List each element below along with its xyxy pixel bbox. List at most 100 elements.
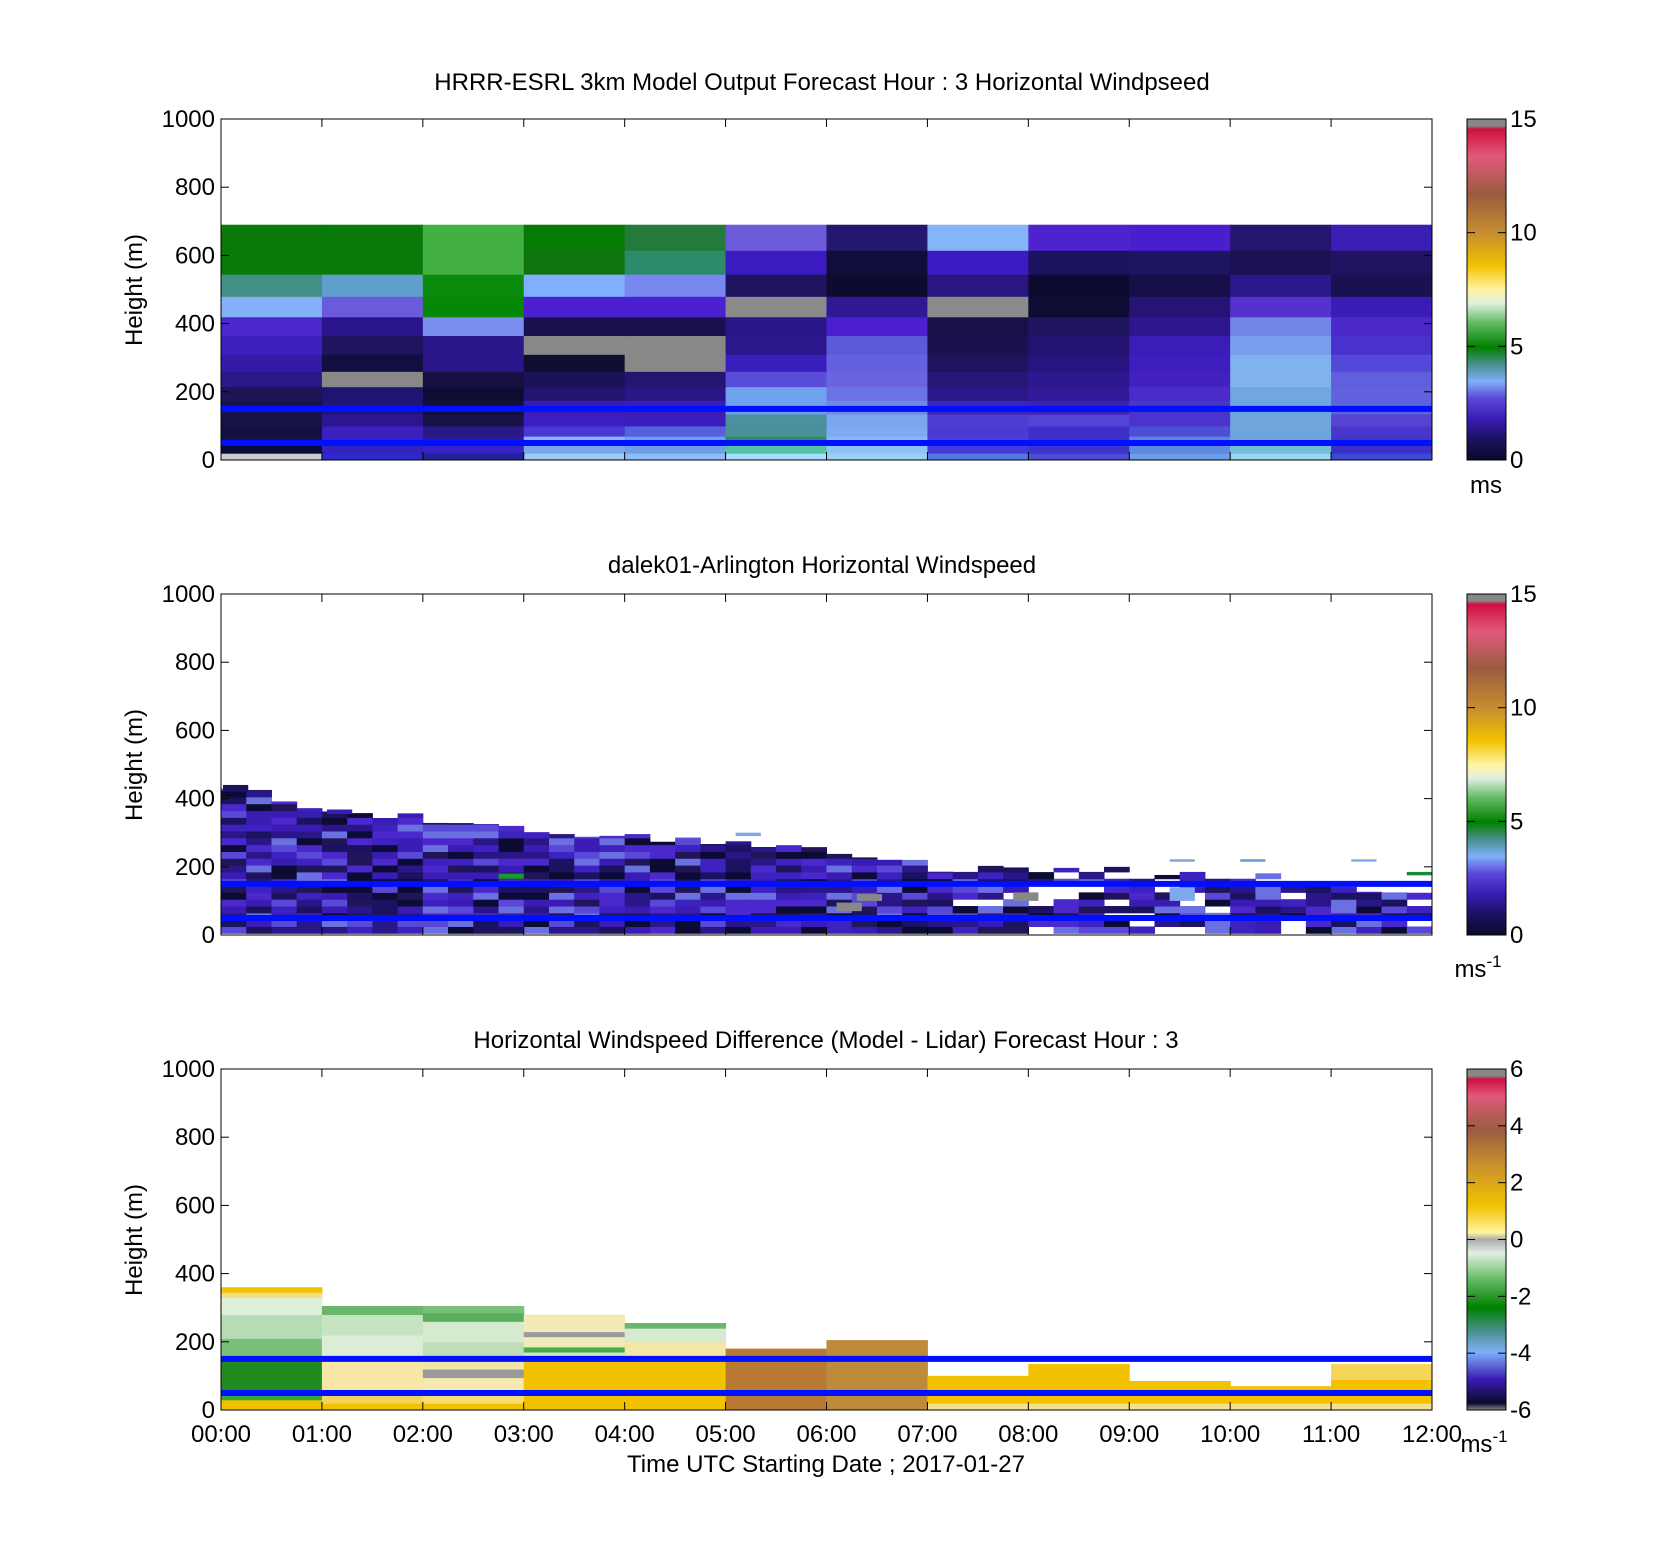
y-tick-label: 400 bbox=[175, 1261, 215, 1288]
heatmap-cell bbox=[271, 851, 298, 859]
heatmap-cell bbox=[422, 316, 525, 337]
heatmap-cell bbox=[1104, 906, 1130, 914]
heatmap-cell bbox=[624, 413, 727, 427]
heatmap-cell-accent bbox=[1406, 871, 1432, 876]
heatmap-cell bbox=[624, 371, 727, 388]
colorbar-tick-label: -6 bbox=[1510, 1397, 1531, 1424]
heatmap-cell bbox=[1230, 413, 1332, 427]
heatmap-cell bbox=[1028, 224, 1130, 251]
heatmap-cell bbox=[1028, 453, 1130, 461]
heatmap-cell bbox=[826, 371, 928, 388]
heatmap-cell bbox=[776, 892, 802, 900]
heatmap-cell bbox=[422, 371, 525, 388]
y-tick-label: 200 bbox=[175, 854, 215, 881]
heatmap-cell bbox=[1381, 899, 1408, 907]
heatmap-cell bbox=[422, 885, 449, 893]
heatmap-cell bbox=[1129, 1403, 1231, 1411]
heatmap-cell bbox=[523, 885, 550, 893]
heatmap-cell bbox=[473, 824, 500, 825]
heatmap-cell bbox=[801, 919, 827, 927]
heatmap-cell bbox=[599, 919, 626, 927]
heatmap-cell bbox=[1230, 892, 1256, 900]
heatmap-cell bbox=[1129, 444, 1231, 454]
heatmap-cell bbox=[246, 885, 272, 893]
y-tick-label: 600 bbox=[175, 1192, 215, 1219]
heatmap-cell bbox=[221, 224, 323, 251]
heatmap-cell bbox=[422, 824, 449, 832]
heatmap-cell bbox=[271, 844, 298, 852]
heatmap-cell bbox=[246, 919, 272, 927]
y-tick-label: 600 bbox=[175, 717, 215, 744]
heatmap-cell bbox=[221, 296, 323, 318]
panel-lidar-x-ticks bbox=[220, 594, 1433, 935]
heatmap-cell bbox=[296, 858, 323, 866]
heatmap-cell bbox=[397, 851, 424, 859]
heatmap-cell bbox=[523, 1358, 626, 1404]
heatmap-cell bbox=[372, 871, 399, 880]
heatmap-cell bbox=[1204, 885, 1231, 893]
heatmap-cell bbox=[624, 1341, 727, 1360]
heatmap-cell bbox=[776, 899, 802, 907]
colorbar-tick-label: 6 bbox=[1510, 1056, 1523, 1083]
heatmap-cell bbox=[548, 871, 575, 880]
heatmap-cell bbox=[372, 817, 399, 825]
heatmap-cell bbox=[1028, 906, 1055, 914]
heatmap-cell bbox=[1129, 250, 1231, 275]
heatmap-cell bbox=[221, 1297, 323, 1316]
heatmap-cell bbox=[296, 810, 323, 818]
heatmap-cell bbox=[448, 919, 474, 927]
heatmap-cell bbox=[1129, 892, 1155, 900]
heatmap-cell bbox=[1331, 371, 1433, 388]
heatmap-cell bbox=[498, 825, 525, 832]
heatmap-cell bbox=[1255, 926, 1282, 934]
heatmap-cell bbox=[246, 844, 272, 852]
heatmap-cell bbox=[1356, 891, 1383, 893]
heatmap-cell bbox=[221, 1399, 323, 1411]
heatmap-cell bbox=[321, 413, 424, 427]
heatmap-cell bbox=[725, 444, 827, 454]
heatmap-cell bbox=[624, 871, 651, 880]
heatmap-cell bbox=[876, 899, 903, 907]
heatmap-cell bbox=[1331, 296, 1433, 318]
heatmap-cell bbox=[599, 865, 626, 873]
heatmap-cell bbox=[372, 906, 399, 914]
heatmap-cell bbox=[927, 926, 954, 934]
heatmap-cell bbox=[826, 453, 928, 461]
heatmap-cell bbox=[927, 316, 1029, 337]
heatmap-cell bbox=[498, 885, 525, 893]
panel-model-colorbar bbox=[1466, 118, 1507, 461]
heatmap-cell bbox=[296, 871, 323, 880]
heatmap-cell bbox=[221, 1338, 323, 1360]
heatmap-cell bbox=[347, 837, 373, 846]
heatmap-cell bbox=[523, 1331, 626, 1338]
heatmap-cell bbox=[372, 824, 399, 832]
heatmap-cell bbox=[221, 837, 247, 846]
heatmap-cell bbox=[902, 899, 928, 907]
heatmap-cell bbox=[271, 926, 298, 934]
heatmap-cell bbox=[498, 926, 525, 934]
colorbar-tick-label: 5 bbox=[1510, 333, 1523, 360]
heatmap-cell bbox=[599, 837, 626, 846]
heatmap-cell bbox=[1078, 906, 1105, 914]
y-tick-label: 1000 bbox=[162, 1056, 215, 1083]
heatmap-cell bbox=[776, 906, 802, 914]
heatmap-cell bbox=[523, 865, 550, 873]
heatmap-cell bbox=[271, 801, 298, 805]
heatmap-cell bbox=[649, 899, 676, 907]
heatmap-cell bbox=[523, 224, 626, 251]
heatmap-cell bbox=[372, 926, 399, 934]
heatmap-cell bbox=[372, 919, 399, 927]
heatmap-cell bbox=[347, 865, 373, 873]
heatmap-cell bbox=[801, 847, 827, 852]
heatmap-cell bbox=[624, 899, 651, 907]
heatmap-cell bbox=[750, 906, 777, 914]
x-tick-label: 11:00 bbox=[1302, 1421, 1360, 1448]
heatmap-cell bbox=[296, 844, 323, 852]
heatmap-cell bbox=[548, 919, 575, 927]
heatmap-cell bbox=[473, 885, 500, 893]
heatmap-cell bbox=[397, 899, 424, 907]
colorbar-tick-label: 0 bbox=[1510, 922, 1523, 949]
heatmap-cell bbox=[574, 871, 600, 880]
heatmap-cell bbox=[523, 354, 626, 372]
heatmap-cell bbox=[1053, 867, 1080, 873]
